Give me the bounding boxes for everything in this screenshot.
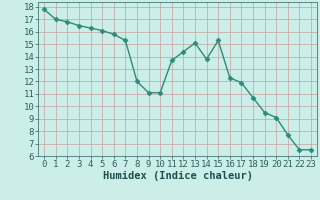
X-axis label: Humidex (Indice chaleur): Humidex (Indice chaleur) xyxy=(103,171,252,181)
